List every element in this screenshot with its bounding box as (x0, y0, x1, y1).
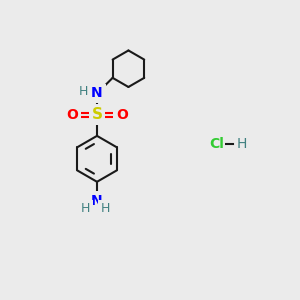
Text: O: O (66, 108, 78, 122)
Text: H: H (81, 202, 91, 215)
Text: Cl: Cl (209, 137, 224, 151)
Text: O: O (116, 108, 128, 122)
Text: H: H (100, 202, 110, 215)
Text: S: S (92, 107, 103, 122)
Text: N: N (91, 194, 103, 208)
Text: H: H (237, 137, 247, 151)
Text: N: N (91, 86, 103, 100)
Text: H: H (79, 85, 88, 98)
